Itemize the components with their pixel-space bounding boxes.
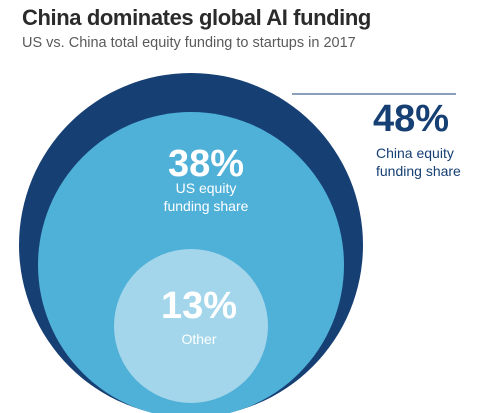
chart-subtitle: US vs. China total equity funding to sta…	[22, 35, 356, 51]
china-label-line-2: funding share	[376, 163, 461, 179]
china-value-label: 48%	[373, 98, 449, 140]
other-circle	[114, 249, 268, 403]
us-value-label: 38%	[168, 143, 244, 185]
us-label-line-2: funding share	[164, 198, 249, 214]
chart-title: China dominates global AI funding	[22, 5, 371, 30]
other-value-label: 13%	[161, 285, 237, 327]
other-label: Other	[181, 331, 216, 347]
china-label-line-1: China equity	[376, 145, 454, 161]
us-label-line-1: US equity	[176, 180, 237, 196]
